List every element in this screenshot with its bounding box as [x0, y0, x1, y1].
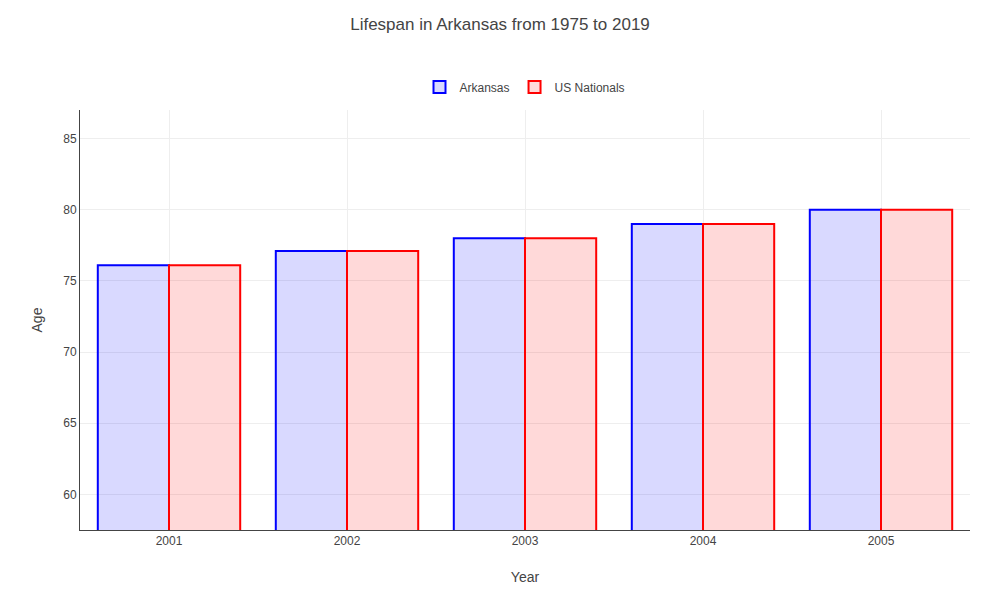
svg-text:80: 80: [63, 203, 77, 217]
svg-text:60: 60: [63, 488, 77, 502]
svg-text:2004: 2004: [690, 534, 717, 548]
svg-text:70: 70: [63, 345, 77, 359]
svg-text:US Nationals: US Nationals: [555, 81, 625, 95]
svg-text:2001: 2001: [156, 534, 183, 548]
svg-text:Year: Year: [511, 569, 540, 585]
svg-text:Lifespan in Arkansas from 1975: Lifespan in Arkansas from 1975 to 2019: [350, 15, 650, 34]
svg-text:Arkansas: Arkansas: [460, 81, 510, 95]
svg-text:2002: 2002: [334, 534, 361, 548]
svg-text:85: 85: [63, 132, 77, 146]
svg-text:2003: 2003: [512, 534, 539, 548]
svg-text:Age: Age: [29, 307, 45, 332]
svg-text:2005: 2005: [868, 534, 895, 548]
svg-text:65: 65: [63, 416, 77, 430]
svg-text:75: 75: [63, 274, 77, 288]
